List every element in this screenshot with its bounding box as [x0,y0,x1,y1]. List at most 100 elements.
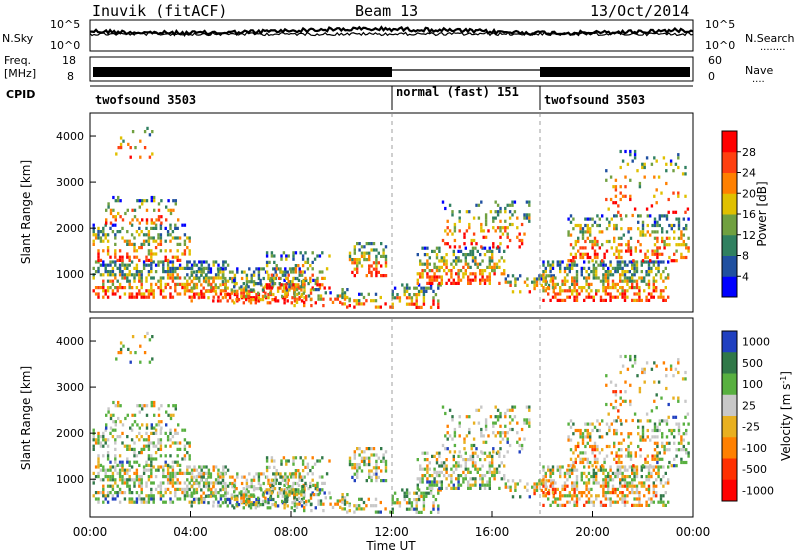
velocity-cell [500,461,503,465]
velocity-cell [488,454,491,458]
power-cell [623,260,627,264]
velocity-cell [665,419,669,423]
velocity-cell [111,435,115,439]
velocity-cell [192,475,196,479]
velocity-cell [623,468,627,472]
power-cell [133,273,136,277]
velocity-cell [601,419,604,423]
power-cell [613,236,616,240]
power-cell [266,301,269,305]
velocity-cell [542,475,545,479]
power-cell [202,279,206,283]
power-cell [647,266,651,270]
power-cell [150,276,153,280]
velocity-cell [92,438,95,442]
velocity-cell [280,459,283,463]
power-cell [571,276,574,280]
velocity-cell [506,408,509,412]
velocity-cell [584,457,587,461]
velocity-cell [632,464,635,468]
power-cell [375,261,378,265]
power-cell [285,288,289,292]
power-cell [221,267,225,271]
velocity-colorbar-tick-label: 25 [742,399,756,412]
power-cell [483,246,487,250]
velocity-cell [572,432,575,436]
velocity-cell [255,472,258,476]
velocity-cell [341,500,344,505]
velocity-cell [130,447,134,451]
power-cell [680,230,683,234]
power-cell [575,282,579,286]
velocity-cell [572,464,575,468]
velocity-cell [384,459,388,463]
power-cell [604,279,607,283]
power-cell [477,203,481,207]
velocity-cell [346,500,349,505]
power-cell [133,208,137,212]
power-cell [433,262,436,266]
velocity-cell [312,493,315,497]
power-cell [188,266,191,270]
noise-search-trace [89,31,694,37]
velocity-cell [303,505,306,509]
velocity-cell [309,496,313,500]
power-cell [605,178,608,182]
power-cell [421,262,424,266]
velocity-cell [222,487,225,491]
power-cell [214,286,218,290]
velocity-cell [575,503,579,507]
power-cell [154,263,158,267]
velocity-cell [616,500,619,504]
power-cell [599,279,603,283]
velocity-cell [452,458,455,462]
power-cell [135,230,139,234]
velocity-cell [186,487,189,491]
power-cell [267,273,270,277]
velocity-cell [657,468,660,472]
power-cell [464,259,467,263]
power-cell [445,259,448,263]
power-cell [440,259,443,263]
velocity-cell [641,428,645,433]
velocity-cell [511,479,515,483]
velocity-cell [667,415,670,419]
power-cell [358,302,361,306]
velocity-cell [422,504,426,508]
power-cell [615,227,618,231]
power-cell [391,293,394,297]
power-cell [585,279,588,283]
power-cell [254,282,257,286]
velocity-cell [417,488,421,492]
power-cell [596,252,599,256]
velocity-cell [662,494,665,498]
velocity-cell [659,481,663,485]
velocity-cell [367,497,370,501]
power-cell [437,299,440,303]
velocity-cell [348,463,352,467]
velocity-cell [507,485,510,489]
power-cell [607,286,610,290]
power-cell [152,239,155,243]
power-cell [384,261,388,265]
velocity-cell [467,470,470,474]
velocity-cell [147,497,151,501]
power-cell [111,273,115,277]
velocity-cell [465,415,469,419]
velocity-cell [262,481,265,486]
velocity-cell [169,413,173,417]
power-cell [316,283,319,287]
velocity-cell [506,450,509,454]
velocity-cell [518,450,521,454]
velocity-cell [568,468,571,472]
velocity-cell [450,477,453,481]
power-cell [128,282,131,286]
power-cell [471,246,475,250]
power-cell [607,279,610,283]
power-cell [292,283,295,287]
velocity-cell [127,347,130,351]
power-cell [129,221,132,225]
velocity-cell [665,441,669,445]
power-cell [165,205,168,209]
